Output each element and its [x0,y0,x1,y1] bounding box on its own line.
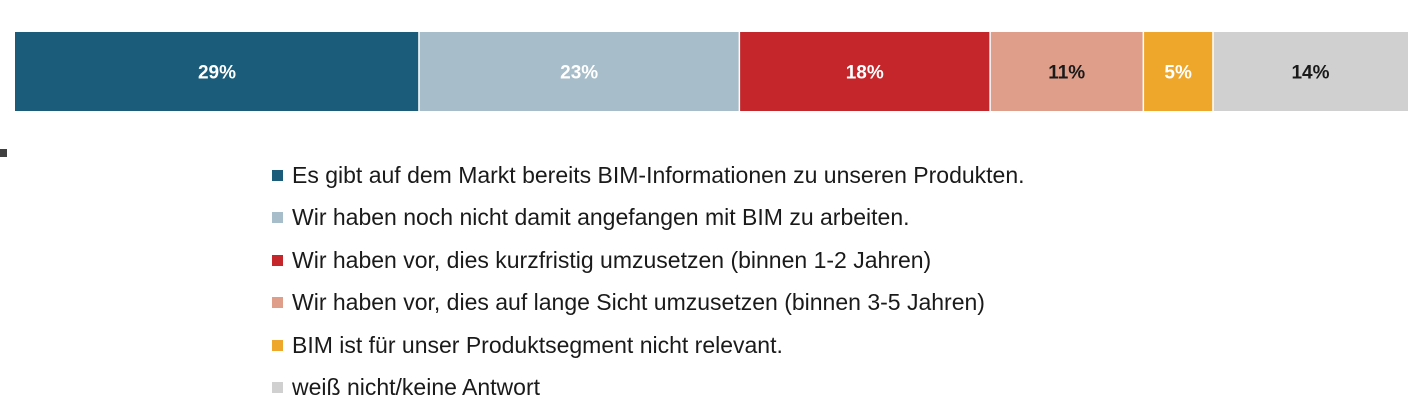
bar-segment-3 [739,32,991,111]
legend-swatch-4 [272,297,283,309]
legend-swatch-2 [272,212,283,224]
stacked-bar-chart: 29% 23% 18% 11% 5% 14% [15,32,1408,111]
legend-swatch-6 [272,382,283,394]
bar-segment-4 [990,32,1144,111]
data-label-1: 29% [198,63,236,84]
data-label-4: 11% [1048,63,1085,84]
legend-label-5: BIM ist für unser Produktsegment nicht r… [292,331,783,358]
legend-label-4: Wir haben vor, dies auf lange Sicht umzu… [292,289,985,316]
legend-item-5: BIM ist für unser Produktsegment nicht r… [272,324,1025,367]
legend-swatch-1 [272,169,283,181]
chart-legend: Es gibt auf dem Markt bereits BIM-Inform… [272,154,1025,409]
data-label-5: 5% [1164,63,1192,84]
data-label-2: 23% [560,63,598,84]
bar-segment-2 [418,32,740,111]
legend-item-4: Wir haben vor, dies auf lange Sicht umzu… [272,282,1025,325]
bar-segment-5 [1143,32,1213,111]
legend-label-1: Es gibt auf dem Markt bereits BIM-Inform… [292,161,1025,188]
bar-segment-1 [15,32,419,111]
legend-item-1: Es gibt auf dem Markt bereits BIM-Inform… [272,154,1025,197]
data-label-3: 18% [846,63,884,84]
legend-label-2: Wir haben noch nicht damit angefangen mi… [292,204,910,231]
legend-swatch-5 [272,339,283,351]
legend-swatch-3 [272,254,283,266]
legend-label-6: weiß nicht/keine Antwort [292,374,541,401]
corner-marker [0,149,7,157]
legend-item-6: weiß nicht/keine Antwort [272,367,1025,410]
legend-label-3: Wir haben vor, dies kurzfristig umzusetz… [292,246,932,273]
legend-item-3: Wir haben vor, dies kurzfristig umzusetz… [272,239,1025,282]
legend-item-2: Wir haben noch nicht damit angefangen mi… [272,197,1025,240]
data-label-6: 14% [1291,63,1329,84]
bar-segment-6 [1212,32,1408,111]
